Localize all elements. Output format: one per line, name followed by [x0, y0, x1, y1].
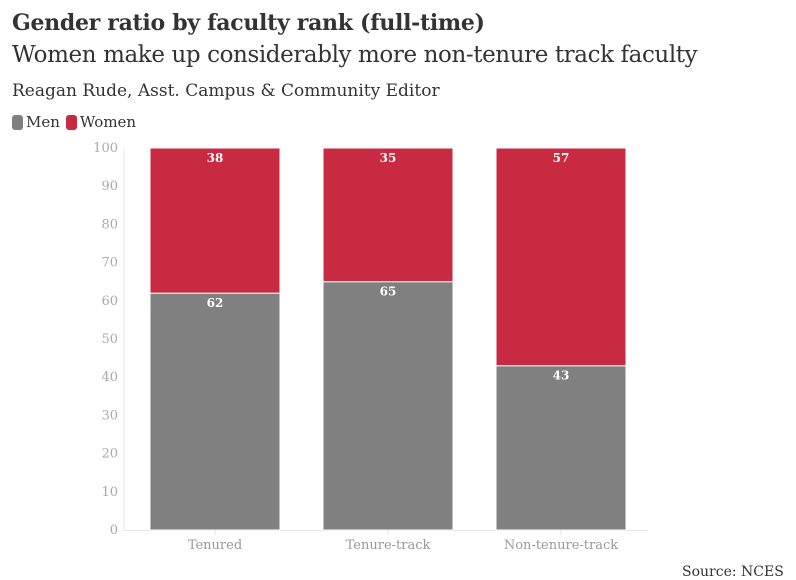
- y-tick-label: 10: [101, 485, 118, 500]
- legend-swatch-men: [12, 114, 23, 130]
- data-label: 57: [553, 151, 570, 165]
- byline: Reagan Rude, Asst. Campus & Community Ed…: [12, 81, 440, 101]
- bar-men[interactable]: [322, 281, 454, 531]
- x-tick-label: Non-tenure-track: [504, 538, 618, 553]
- legend-item-men[interactable]: Men: [12, 113, 60, 131]
- bar-women[interactable]: [495, 147, 627, 367]
- legend-swatch-women: [65, 114, 77, 130]
- data-label: 65: [380, 285, 397, 299]
- source-note: Source: NCES: [682, 564, 784, 580]
- y-tick-label: 0: [110, 523, 118, 538]
- y-tick-label: 80: [101, 217, 118, 232]
- y-tick-label: 20: [101, 447, 118, 462]
- y-tick-label: 50: [101, 332, 118, 347]
- y-tick-label: 70: [101, 256, 118, 271]
- legend-label-women: Women: [79, 113, 137, 131]
- data-label: 38: [207, 151, 224, 165]
- y-tick-label: 60: [101, 294, 118, 309]
- legend: Men Women: [12, 113, 136, 131]
- chart-subtitle: Women make up considerably more non-tenu…: [12, 42, 698, 68]
- x-tick-label: Tenure-track: [346, 538, 431, 553]
- y-tick-label: 100: [93, 141, 118, 156]
- legend-item-women[interactable]: Women: [65, 113, 137, 131]
- y-tick-label: 30: [101, 408, 118, 423]
- bar-women[interactable]: [149, 147, 281, 294]
- y-tick-label: 90: [101, 179, 118, 194]
- data-label: 35: [380, 151, 397, 165]
- bar-men[interactable]: [495, 365, 627, 531]
- legend-label-men: Men: [26, 113, 60, 131]
- bar-women[interactable]: [322, 147, 454, 283]
- bar-men[interactable]: [149, 292, 281, 531]
- y-tick-label: 40: [101, 370, 118, 385]
- x-tick-label: Tenured: [188, 538, 242, 553]
- data-label: 43: [553, 369, 570, 383]
- chart-title: Gender ratio by faculty rank (full-time): [12, 10, 485, 36]
- data-label: 62: [207, 296, 224, 310]
